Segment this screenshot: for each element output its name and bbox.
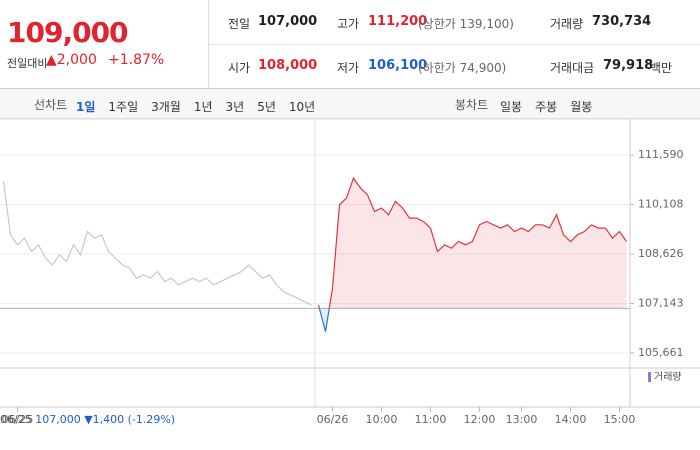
tab[interactable]: 3년 — [225, 100, 245, 114]
x-tick-label: 15:00 — [604, 413, 636, 426]
y-tick-label: 105,661 — [638, 346, 684, 359]
change: ▲2,000 — [46, 52, 97, 68]
footer-change: ▼1,400 — [84, 413, 125, 426]
divider — [208, 0, 209, 88]
chart: 105,661 107,143 108,626 110,108 111,590 06/25… — [0, 119, 700, 426]
tab-bar — [0, 89, 700, 119]
tab[interactable]: 월봉 — [570, 100, 593, 114]
area-fill — [318, 178, 627, 309]
unit: 백만 — [650, 61, 673, 75]
x-tick-label: 14:00 — [555, 413, 587, 426]
footer-close: 107,000 — [35, 413, 81, 426]
value: 730,734 — [592, 14, 652, 29]
x-tick-label: 06/25 — [2, 413, 34, 426]
label: 고가 — [337, 17, 360, 31]
volume-legend — [648, 372, 651, 382]
limit: (상한가 139,100) — [418, 17, 514, 31]
tab[interactable]: 주봉 — [535, 100, 558, 114]
tab[interactable]: 일봉 — [500, 100, 523, 114]
price-line — [2, 181, 312, 306]
footer: 06/25 107,000 ▼1,400 (-1.29%) — [0, 413, 175, 426]
tab[interactable]: 1주일 — [108, 100, 139, 114]
candle-tabs: 일봉 주봉 월봉 — [500, 96, 605, 115]
y-tick-label: 110,108 — [638, 198, 684, 211]
value: 107,000 — [258, 14, 318, 29]
change-pct: +1.87% — [108, 52, 165, 68]
tab[interactable]: 1년 — [193, 100, 213, 114]
volume-label: 거래량 — [654, 371, 682, 383]
x-tick-label: 13:00 — [506, 413, 538, 426]
x-tick-label: 12:00 — [464, 413, 496, 426]
label: 전일 — [228, 17, 251, 31]
x-tick-label: 10:00 — [366, 413, 398, 426]
period-tabs: 1일 1주일 3개월 1년 3년 5년 10년 — [76, 96, 328, 115]
value: 111,200 — [368, 14, 428, 29]
value: 108,000 — [258, 58, 318, 73]
y-tick-label: 107,143 — [638, 296, 684, 309]
label: 저가 — [337, 61, 360, 75]
label: 거래대금 — [550, 61, 595, 75]
footer-pct: (-1.29%) — [127, 413, 176, 426]
x-tick-label: 06/26 — [317, 413, 349, 426]
limit: (하한가 74,900) — [418, 61, 507, 75]
tab[interactable]: 3개월 — [151, 100, 181, 114]
price: 109,000 — [7, 16, 129, 49]
tab-group-label: 선차트 — [34, 98, 68, 112]
tab[interactable]: 10년 — [288, 100, 316, 114]
y-tick-label: 111,590 — [638, 148, 684, 161]
x-tick-label: 11:00 — [415, 413, 447, 426]
tab-group-label: 봉차트 — [455, 98, 489, 112]
quote-panel — [0, 0, 700, 89]
tab[interactable]: 1일 — [76, 100, 96, 114]
divider — [209, 44, 700, 45]
tab[interactable]: 5년 — [257, 100, 276, 114]
value: 79,918 — [603, 58, 654, 73]
value: 106,100 — [368, 58, 428, 73]
change-label: 전일대비 — [7, 57, 48, 70]
label: 시가 — [228, 61, 251, 75]
label: 거래량 — [550, 17, 584, 31]
footer-date: 06/25 — [0, 413, 32, 426]
price-line — [317, 176, 627, 309]
y-tick-label: 108,626 — [638, 247, 684, 260]
